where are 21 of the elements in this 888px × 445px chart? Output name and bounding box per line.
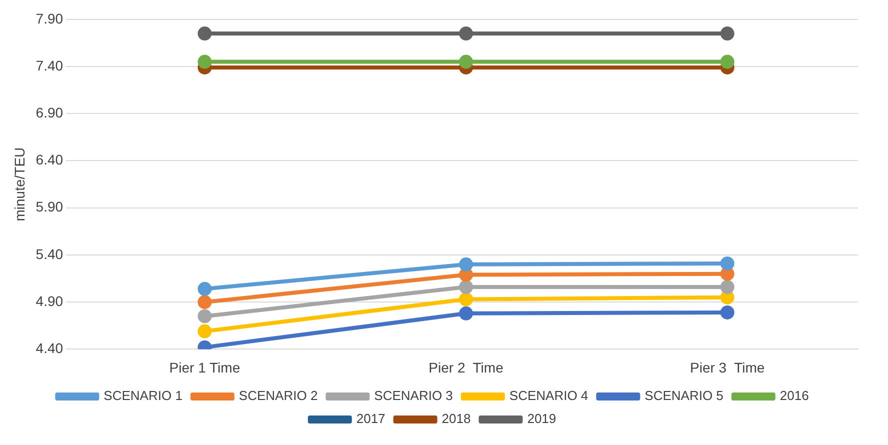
legend-label: 2018 (442, 411, 471, 426)
y-tick-label: 4.40 (36, 340, 64, 356)
y-tick-label: 5.40 (36, 246, 64, 262)
legend-label: SCENARIO 1 (104, 388, 182, 404)
y-tick-label: 6.90 (36, 104, 64, 120)
x-tick-label: Pier 3 Time (690, 359, 765, 376)
y-tick-label: 5.90 (36, 198, 64, 215)
y-tick-label: 6.40 (36, 152, 64, 168)
y-axis-title: minute/TEU (11, 147, 28, 222)
legend-label: SCENARIO 2 (238, 388, 318, 404)
legend-label: SCENARIO 4 (509, 388, 588, 404)
y-tick-label: 7.40 (36, 57, 64, 74)
legend-label: 2017 (356, 411, 386, 426)
legend-label: 2019 (527, 411, 556, 426)
legend-label: SCENARIO 3 (374, 388, 453, 404)
y-tick-label: 4.90 (36, 292, 64, 309)
y-tick-label: 7.90 (36, 10, 64, 26)
x-tick-label: Pier 1 Time (169, 359, 240, 376)
legend-label: 2016 (780, 388, 809, 404)
x-tick-label: Pier 2 Time (428, 359, 504, 376)
legend-label: SCENARIO 5 (644, 388, 724, 404)
